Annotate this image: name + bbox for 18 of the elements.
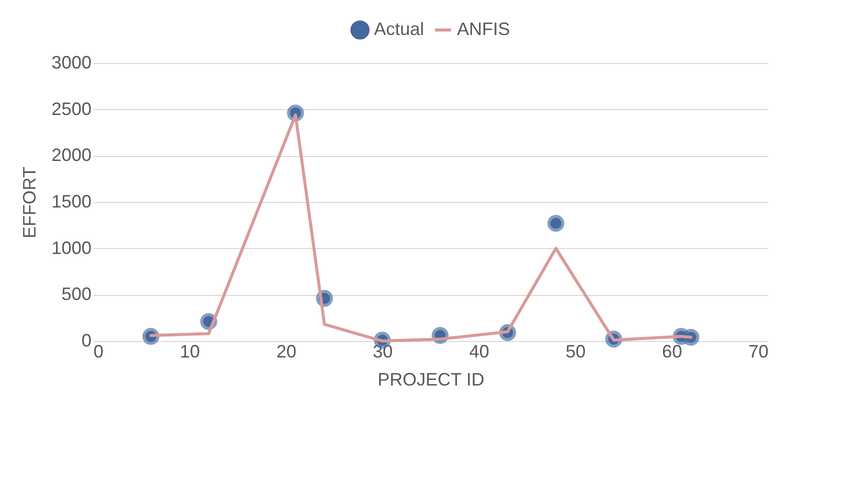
y-tick-label: 2000 bbox=[51, 145, 92, 166]
x-tick-label: 20 bbox=[276, 342, 296, 362]
y-tick-label: 500 bbox=[61, 284, 92, 304]
legend-label: Actual bbox=[374, 19, 424, 39]
x-tick-label: 70 bbox=[748, 342, 768, 362]
x-tick-label: 60 bbox=[662, 342, 682, 362]
x-tick-label: 30 bbox=[372, 342, 393, 362]
x-tick-label: 50 bbox=[566, 342, 586, 362]
legend-label: ANFIS bbox=[457, 19, 510, 39]
y-tick-label: 1000 bbox=[51, 238, 92, 258]
y-tick-label: 1500 bbox=[51, 192, 92, 212]
x-tick-label: 0 bbox=[94, 342, 104, 362]
y-tick-label: 2500 bbox=[51, 98, 92, 119]
x-tick-label: 10 bbox=[180, 342, 200, 362]
y-tick-label: 3000 bbox=[51, 52, 92, 72]
x-tick-label: 40 bbox=[469, 342, 490, 362]
x-axis-title: PROJECT ID bbox=[378, 370, 484, 390]
y-axis-title: EFFORT bbox=[19, 166, 40, 238]
